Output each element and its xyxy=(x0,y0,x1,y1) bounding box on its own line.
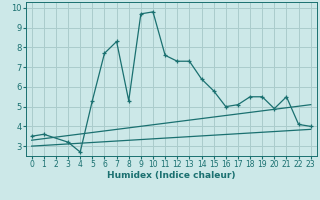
X-axis label: Humidex (Indice chaleur): Humidex (Indice chaleur) xyxy=(107,171,236,180)
